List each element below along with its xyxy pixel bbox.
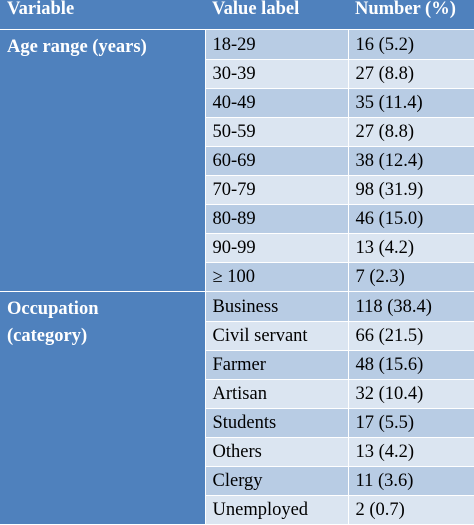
header-row: Variable Value label Number (%) bbox=[0, 0, 474, 30]
number-cell: 118 (38.4) bbox=[348, 291, 474, 322]
table-row: 60-69 38 (12.4) bbox=[0, 146, 474, 176]
table-row: 90-99 13 (4.2) bbox=[0, 233, 474, 263]
value-label-cell: Farmer bbox=[205, 350, 349, 380]
table-row: 80-89 46 (15.0) bbox=[0, 204, 474, 234]
number-cell: 11 (3.6) bbox=[348, 466, 474, 496]
table-row: Farmer 48 (15.6) bbox=[0, 350, 474, 380]
value-label-cell: 60-69 bbox=[205, 146, 349, 176]
number-cell: 16 (5.2) bbox=[348, 29, 474, 60]
table-row: Occupation (category) Business 118 (38.4) bbox=[0, 291, 474, 525]
table-row: 30-39 27 (8.8) bbox=[0, 59, 474, 89]
header-number: Number (%) bbox=[348, 0, 474, 30]
value-label-cell: Business bbox=[205, 291, 349, 322]
table-body: Age range (years) 18-29 16 (5.2) 30-39 27 (8… bbox=[0, 29, 474, 525]
value-label-cell: Unemployed bbox=[205, 495, 349, 525]
value-label-cell: 80-89 bbox=[205, 204, 349, 234]
header-value-label: Value label bbox=[205, 0, 348, 30]
table-row: Civil servant 66 (21.5) bbox=[0, 321, 474, 351]
table-row: Age range (years) 18-29 16 (5.2) bbox=[0, 29, 474, 292]
value-label-cell: Civil servant bbox=[205, 321, 349, 351]
table-row: Students 17 (5.5) bbox=[0, 408, 474, 438]
variable-cell: Occupation (category) bbox=[0, 291, 206, 525]
table-row: ≥ 100 7 (2.3) bbox=[0, 262, 474, 292]
number-cell: 46 (15.0) bbox=[348, 204, 474, 234]
value-label-cell: 30-39 bbox=[205, 59, 349, 89]
table-row: 40-49 35 (11.4) bbox=[0, 88, 474, 118]
variable-label: Age range (years) bbox=[7, 37, 147, 57]
number-cell: 38 (12.4) bbox=[348, 146, 474, 176]
number-cell: 66 (21.5) bbox=[348, 321, 474, 351]
header-variable: Variable bbox=[0, 0, 205, 30]
variable-cell: Age range (years) bbox=[0, 29, 206, 292]
number-cell: 98 (31.9) bbox=[348, 175, 474, 205]
number-cell: 2 (0.7) bbox=[348, 495, 474, 525]
table-row: Artisan 32 (10.4) bbox=[0, 379, 474, 409]
number-cell: 13 (4.2) bbox=[348, 437, 474, 467]
table-row: Others 13 (4.2) bbox=[0, 437, 474, 467]
value-label-cell: 40-49 bbox=[205, 88, 349, 118]
number-cell: 13 (4.2) bbox=[348, 233, 474, 263]
number-cell: 27 (8.8) bbox=[348, 117, 474, 147]
number-cell: 17 (5.5) bbox=[348, 408, 474, 438]
table-row: Clergy 11 (3.6) bbox=[0, 466, 474, 496]
value-label-cell: 90-99 bbox=[205, 233, 349, 263]
value-label-cell: Clergy bbox=[205, 466, 349, 496]
value-label-cell: 70-79 bbox=[205, 175, 349, 205]
table-row: 70-79 98 (31.9) bbox=[0, 175, 474, 205]
value-label-cell: ≥ 100 bbox=[205, 262, 349, 292]
number-cell: 27 (8.8) bbox=[348, 59, 474, 89]
value-label-cell: Others bbox=[205, 437, 349, 467]
number-cell: 32 (10.4) bbox=[348, 379, 474, 409]
variable-label: Occupation bbox=[7, 299, 99, 319]
number-cell: 35 (11.4) bbox=[348, 88, 474, 118]
table-row: 50-59 27 (8.8) bbox=[0, 117, 474, 147]
value-label-cell: 18-29 bbox=[205, 29, 349, 60]
variable-label: (category) bbox=[7, 326, 88, 346]
number-cell: 7 (2.3) bbox=[348, 262, 474, 292]
value-label-cell: 50-59 bbox=[205, 117, 349, 147]
value-label-cell: Students bbox=[205, 408, 349, 438]
value-label-cell: Artisan bbox=[205, 379, 349, 409]
number-cell: 48 (15.6) bbox=[348, 350, 474, 380]
